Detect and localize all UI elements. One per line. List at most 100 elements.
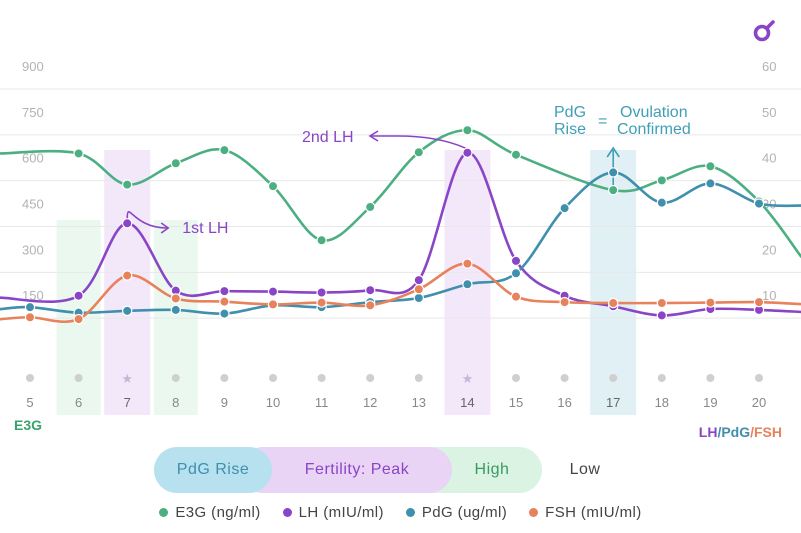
right-axis-label-pdg: PdG [721,424,750,440]
lh-point [510,255,522,267]
star-marker-day-7: ★ [121,371,133,386]
right-tick-label: 60 [762,59,776,74]
left-tick-label: 450 [22,197,44,212]
day-label: 20 [752,395,766,410]
phase-fertility-peak-label: Fertility: Peak [304,461,410,478]
left-tick-label: 750 [22,105,44,120]
pdg-rise-label-2: Rise [554,121,586,138]
legend-label-lh: LH (mIU/ml) [298,504,384,521]
e3g-point [462,125,473,136]
fsh-point [267,299,279,310]
day-marker [26,374,34,382]
right-axis-label-fsh: FSH [754,424,782,440]
fsh-point [705,297,716,308]
pdg-point [608,167,619,178]
right-tick-label: 20 [762,242,776,257]
phase-pdg-rise-label: PdG Rise [176,461,250,478]
day-marker [269,374,277,382]
day-label: 9 [221,395,228,410]
day-marker [706,374,715,382]
e3g-point [608,184,619,196]
grid-lines [0,88,801,319]
first-lh-arrow [126,211,168,229]
x-axis-days: 5 6 7 8 9 10 11 12 13 14 15 16 17 18 19 20 [26,395,766,410]
pdg-point [559,202,570,214]
phase-pdg-rise: PdG Rise [154,447,272,493]
day-label: 18 [655,395,669,410]
fsh-point [73,313,84,325]
lh-point [219,285,230,297]
pdg-point [121,305,133,317]
ovulation-arrowhead [606,146,620,158]
fsh-point [413,284,424,295]
phase-low-label: Low [569,461,601,478]
highlight-band-day-7 [104,150,151,415]
right-axis-label-lh: LH [699,424,718,440]
lh-point [121,218,133,229]
legend-label-e3g: E3G (ng/ml) [175,504,261,521]
day-label: 5 [26,395,33,410]
day-label: 6 [75,395,82,410]
legend-dot-e3g [159,508,169,517]
lh-point [316,287,327,298]
e3g-point [267,180,279,192]
e3g-point [656,175,668,186]
right-tick-label: 10 [762,288,776,303]
legend-label-pdg: PdG (ug/ml) [421,504,508,521]
pdg-point [510,268,522,279]
day-marker [171,374,180,382]
day-label: 14 [460,395,474,410]
ovulation-label-1: Ovulation [620,104,688,121]
e3g-point [170,158,181,169]
pdg-rise-label-1: PdG [554,104,586,121]
pdg-point [170,304,181,316]
pdg-point [656,197,668,208]
day-label: 10 [266,395,280,410]
e3g-point [219,144,230,156]
fsh-point [559,296,570,308]
day-marker [755,374,763,382]
fsh-point [510,291,522,302]
fsh-point [608,297,619,309]
pdg-point [24,301,36,313]
day-label: 12 [363,395,377,410]
legend-dot-fsh [529,508,539,517]
series-points [24,125,765,325]
e3g-line [0,128,801,258]
e3g-point [705,161,716,172]
fsh-point [365,300,376,311]
day-label: 11 [315,395,329,410]
lh-point [462,147,473,158]
legend-dot-pdg [405,508,415,517]
second-lh-label: 2nd LH [302,129,354,146]
fsh-point [219,296,230,307]
right-tick-label: 40 [762,151,776,166]
right-axis-label: LH/PdG/FSH [699,424,782,440]
left-tick-label: 600 [22,151,44,166]
day-label: 15 [509,395,523,410]
chart-legend: E3G (ng/ml) LH (mIU/ml) PdG (ug/ml) FSH … [0,504,801,521]
e3g-point [73,148,84,159]
right-tick-label: 50 [762,105,776,120]
e3g-point [121,179,133,190]
fsh-point [462,258,473,269]
e3g-point [316,235,327,246]
day-marker [657,374,666,382]
high-band-day-8 [153,220,198,415]
day-marker [609,374,618,382]
fsh-point [24,312,36,323]
pdg-point [462,279,473,290]
day-label: 7 [124,395,131,410]
e3g-point [510,149,522,160]
first-lh-arrowhead [160,222,170,234]
second-lh-arrow [370,135,469,150]
day-markers: ★ ★ [26,371,763,386]
fsh-point [316,297,327,308]
lh-point [73,290,84,301]
day-marker [317,374,326,382]
phase-high-label: High [474,461,510,478]
day-marker [220,374,229,382]
phase-fertility-peak: Fertility: Peak [240,447,452,493]
